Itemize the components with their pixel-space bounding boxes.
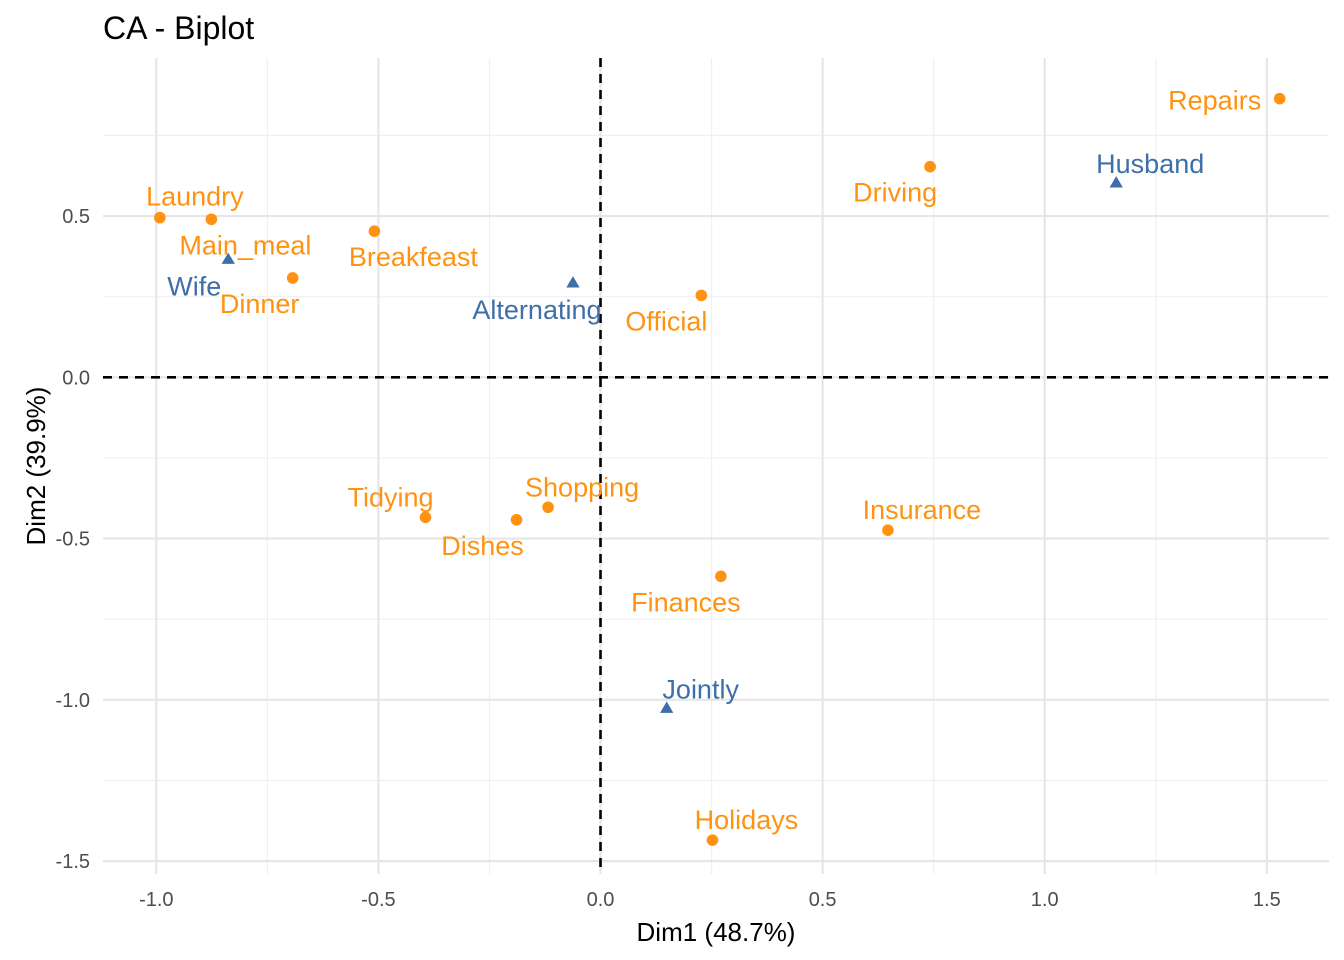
point-label-alternating: Alternating [472, 295, 601, 325]
row-point-driving [924, 160, 936, 173]
point-label-wife: Wife [167, 272, 221, 302]
point-label-finances: Finances [631, 587, 741, 617]
col-point-jointly [660, 701, 674, 713]
y-tick-label: 0.0 [62, 367, 90, 389]
row-point-dinner [286, 272, 299, 284]
point-label-husband: Husband [1096, 149, 1204, 179]
y-tick-label: 0.5 [62, 206, 90, 228]
x-tick-label: 0.0 [587, 889, 615, 911]
x-axis-title: Dim1 (48.7%) [637, 917, 796, 947]
axis-ticks: -1.0 -0.5 0.0 0.5 1.0 1.5 -1.5 -1.0 -0.5 0.0 0.5 [56, 206, 1281, 911]
row-point-breakfeast [368, 225, 381, 237]
point-label-repairs: Repairs [1168, 86, 1261, 116]
point-label-dinner: Dinner [220, 289, 300, 319]
col-point-wife [221, 252, 235, 264]
row-point-dishes [510, 514, 523, 526]
point-label-shopping: Shopping [525, 472, 639, 502]
y-tick-label: -1.5 [56, 851, 90, 873]
row-point-tidying [419, 511, 432, 524]
row-point-laundry [154, 211, 166, 224]
chart-title: CA - Biplot [103, 10, 254, 46]
row-point-main-meal [205, 213, 218, 226]
point-labels: Laundry Main_meal Dinner Breakfeast Tidying D… [146, 86, 1261, 835]
x-tick-label: 0.5 [809, 889, 837, 911]
x-tick-label: 1.0 [1031, 889, 1059, 911]
point-label-laundry: Laundry [146, 182, 244, 212]
point-label-driving: Driving [853, 178, 937, 208]
col-point-husband [1109, 176, 1123, 188]
data-points [154, 92, 1286, 846]
row-point-insurance [882, 524, 894, 536]
col-point-alternating [566, 276, 580, 288]
point-label-official: Official [625, 306, 707, 336]
y-tick-label: -0.5 [56, 529, 90, 551]
row-point-official [695, 289, 708, 302]
point-label-insurance: Insurance [863, 495, 982, 525]
point-label-tidying: Tidying [347, 482, 433, 512]
x-tick-label: 1.5 [1253, 889, 1281, 911]
x-tick-label: -0.5 [361, 889, 395, 911]
point-label-dishes: Dishes [441, 531, 524, 561]
y-axis-title: Dim2 (39.9%) [21, 387, 51, 546]
y-tick-label: -1.0 [56, 690, 90, 712]
row-point-finances [715, 570, 727, 583]
row-point-shopping [542, 501, 554, 514]
point-label-breakfeast: Breakfeast [349, 242, 479, 272]
row-point-repairs [1273, 92, 1286, 105]
row-point-holidays [706, 834, 719, 846]
point-label-jointly: Jointly [662, 675, 739, 705]
x-tick-label: -1.0 [139, 889, 173, 911]
grid [103, 58, 1329, 874]
point-label-holidays: Holidays [695, 805, 799, 835]
point-label-main-meal: Main_meal [179, 230, 311, 260]
reference-lines [103, 58, 1329, 874]
